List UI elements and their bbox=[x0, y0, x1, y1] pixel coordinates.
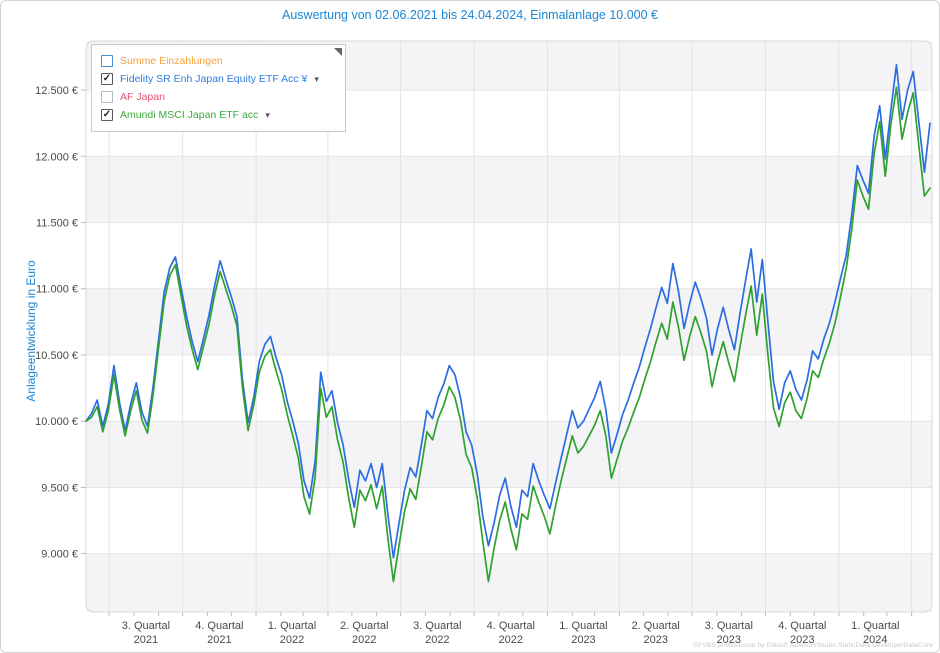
y-tick-label: 9.500 € bbox=[41, 482, 78, 494]
series-line-amundi[interactable] bbox=[85, 86, 931, 583]
x-tick-label: 3. Quartal 2021 bbox=[122, 620, 170, 646]
legend-label: AF Japan bbox=[120, 91, 165, 103]
series-line-fidelity[interactable] bbox=[85, 63, 931, 559]
x-tick-label: 4. Quartal 2023 bbox=[778, 620, 826, 646]
legend-label: Amundi MSCI Japan ETF acc bbox=[120, 109, 259, 121]
y-tick-label: 10.500 € bbox=[35, 350, 78, 362]
y-tick-label: 9.000 € bbox=[41, 549, 78, 561]
plot-band bbox=[86, 421, 932, 488]
x-tick-label: 4. Quartal 2022 bbox=[487, 620, 535, 646]
x-tick-label: 3. Quartal 2023 bbox=[705, 620, 753, 646]
chevron-down-icon[interactable]: ▾ bbox=[314, 73, 319, 84]
copyright-text: ©FVBS professional by Edisoft.AdvisorsSt… bbox=[693, 642, 933, 649]
plot-band bbox=[86, 156, 932, 223]
x-tick-label: 2. Quartal 2022 bbox=[340, 620, 388, 646]
legend-item-amundi[interactable]: ✓ Amundi MSCI Japan ETF acc ▾ bbox=[101, 106, 319, 124]
x-tick-label: 2. Quartal 2023 bbox=[632, 620, 680, 646]
checkbox-summe-einzahlungen[interactable] bbox=[101, 55, 113, 67]
legend-item-fidelity[interactable]: ✓ Fidelity SR Enh Japan Equity ETF Acc ¥… bbox=[101, 70, 319, 88]
y-tick-label: 11.000 € bbox=[36, 284, 78, 296]
legend-collapse-icon[interactable] bbox=[333, 48, 342, 56]
y-tick-label: 11.500 € bbox=[36, 218, 78, 230]
plot-border bbox=[85, 40, 933, 613]
x-tick-label: 1. Quartal 2022 bbox=[268, 620, 316, 646]
legend-label: Summe Einzahlungen bbox=[120, 55, 223, 67]
y-tick-label: 10.000 € bbox=[35, 416, 78, 428]
y-tick-label: 12.500 € bbox=[35, 85, 78, 97]
x-tick-label: 1. Quartal 2023 bbox=[559, 620, 607, 646]
checkbox-af-japan[interactable] bbox=[101, 91, 113, 103]
x-tick-label: 4. Quartal 2021 bbox=[195, 620, 243, 646]
x-tick-label: 3. Quartal 2022 bbox=[413, 620, 461, 646]
chevron-down-icon[interactable]: ▾ bbox=[265, 109, 270, 120]
checkbox-fidelity[interactable]: ✓ bbox=[101, 73, 113, 85]
legend-item-summe-einzahlungen[interactable]: Summe Einzahlungen bbox=[101, 52, 319, 70]
plot-band bbox=[86, 288, 932, 355]
x-tick-label: 1. Quartal 2024 bbox=[851, 620, 899, 646]
checkbox-amundi[interactable]: ✓ bbox=[101, 109, 113, 121]
legend-item-af-japan[interactable]: AF Japan bbox=[101, 88, 319, 106]
y-tick-label: 12.000 € bbox=[35, 151, 78, 163]
plot-band bbox=[86, 553, 932, 612]
legend-label: Fidelity SR Enh Japan Equity ETF Acc ¥ bbox=[120, 73, 308, 85]
legend: Summe Einzahlungen ✓ Fidelity SR Enh Jap… bbox=[91, 44, 346, 132]
chart-title: Auswertung von 02.06.2021 bis 24.04.2024… bbox=[282, 8, 658, 22]
